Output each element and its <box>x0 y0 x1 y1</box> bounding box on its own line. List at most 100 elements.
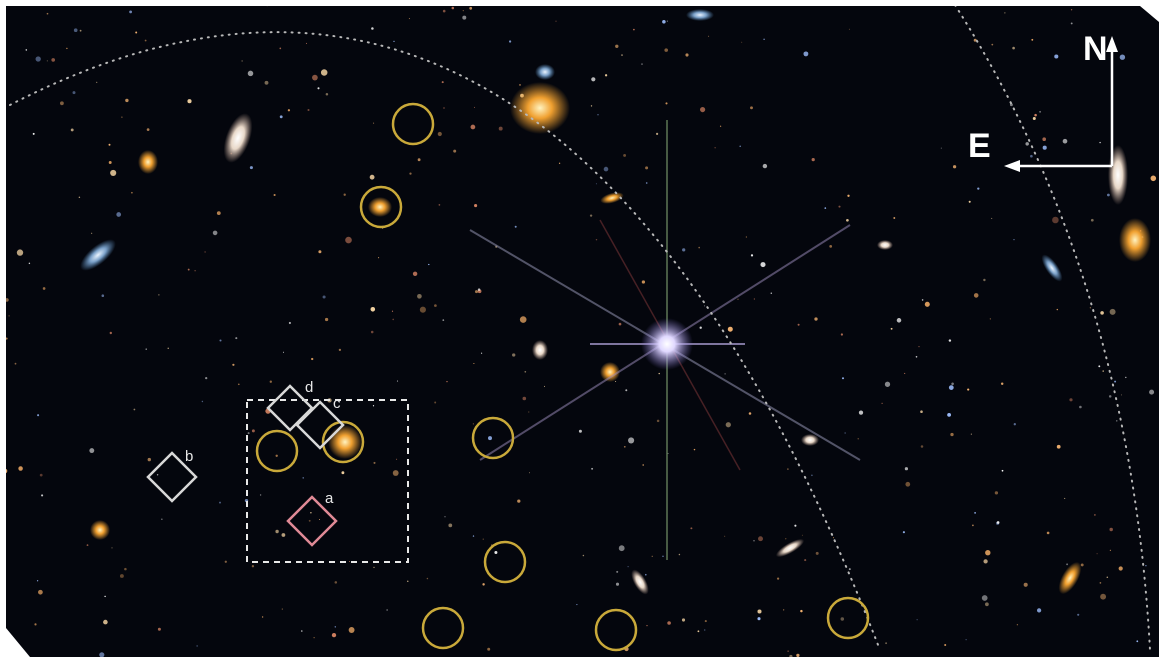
star <box>1042 145 1047 150</box>
star <box>473 362 475 365</box>
star <box>212 230 218 236</box>
star <box>840 617 845 621</box>
star <box>370 330 374 334</box>
star <box>750 254 754 257</box>
star <box>103 619 108 625</box>
star <box>42 287 46 290</box>
star <box>996 521 1000 524</box>
star <box>157 627 161 631</box>
star <box>235 337 238 340</box>
stars <box>0 6 1157 657</box>
star <box>72 91 76 95</box>
star <box>273 193 276 197</box>
star <box>372 405 375 407</box>
star <box>78 196 81 199</box>
star <box>589 214 593 217</box>
star <box>453 149 457 153</box>
star <box>1054 54 1059 59</box>
star <box>251 429 255 433</box>
star <box>251 565 255 568</box>
star <box>1079 405 1082 409</box>
star <box>79 29 82 32</box>
star <box>904 467 909 471</box>
star <box>720 125 722 127</box>
star <box>318 250 322 254</box>
star <box>555 20 557 22</box>
star <box>763 38 765 41</box>
star <box>470 124 476 130</box>
star <box>135 31 138 34</box>
star <box>920 445 924 448</box>
star <box>623 153 627 157</box>
star <box>1030 154 1033 158</box>
star <box>681 618 686 622</box>
star <box>724 373 726 375</box>
star <box>750 106 753 110</box>
star <box>1012 46 1015 50</box>
star <box>590 105 593 107</box>
star <box>787 468 789 470</box>
star <box>662 20 666 24</box>
star <box>1056 444 1061 449</box>
star <box>167 347 169 349</box>
star <box>219 339 222 342</box>
star <box>1116 420 1118 422</box>
star <box>116 212 122 217</box>
star <box>578 429 582 433</box>
star <box>981 595 988 601</box>
star <box>1119 54 1126 60</box>
star <box>918 345 920 348</box>
star <box>442 319 445 321</box>
star <box>60 101 64 106</box>
star <box>14 362 17 365</box>
star <box>1023 582 1028 587</box>
star <box>1089 307 1092 309</box>
star <box>99 652 105 657</box>
star <box>693 448 696 451</box>
marker-label: d <box>305 379 313 396</box>
star <box>724 535 726 537</box>
star <box>204 251 206 253</box>
star <box>973 293 979 298</box>
star <box>528 411 530 413</box>
star <box>488 436 492 441</box>
star <box>989 318 991 320</box>
star <box>952 165 957 169</box>
star <box>307 108 310 112</box>
star <box>655 132 659 136</box>
star <box>261 616 264 618</box>
star <box>558 162 561 164</box>
marker-diamond <box>295 400 345 450</box>
star <box>921 299 924 301</box>
star <box>994 491 999 495</box>
star <box>1100 311 1104 315</box>
star <box>196 645 198 647</box>
star <box>904 372 906 374</box>
star <box>811 157 815 162</box>
star <box>582 554 585 557</box>
star <box>844 432 846 434</box>
star <box>815 551 819 555</box>
star <box>322 295 326 299</box>
star <box>111 547 113 549</box>
star <box>96 81 98 84</box>
star <box>1150 175 1157 182</box>
star <box>39 473 43 477</box>
star <box>804 559 807 562</box>
star <box>690 527 693 530</box>
star <box>796 653 800 657</box>
star <box>519 316 527 323</box>
star <box>34 623 37 626</box>
star <box>896 318 902 323</box>
star <box>760 262 766 268</box>
star <box>392 318 395 321</box>
star <box>667 621 671 625</box>
star <box>974 512 976 514</box>
star <box>708 35 710 37</box>
star <box>1013 423 1016 426</box>
marker-diamond <box>146 451 198 503</box>
star <box>704 620 707 623</box>
star <box>0 348 5 353</box>
star <box>947 413 951 417</box>
star <box>473 106 476 108</box>
